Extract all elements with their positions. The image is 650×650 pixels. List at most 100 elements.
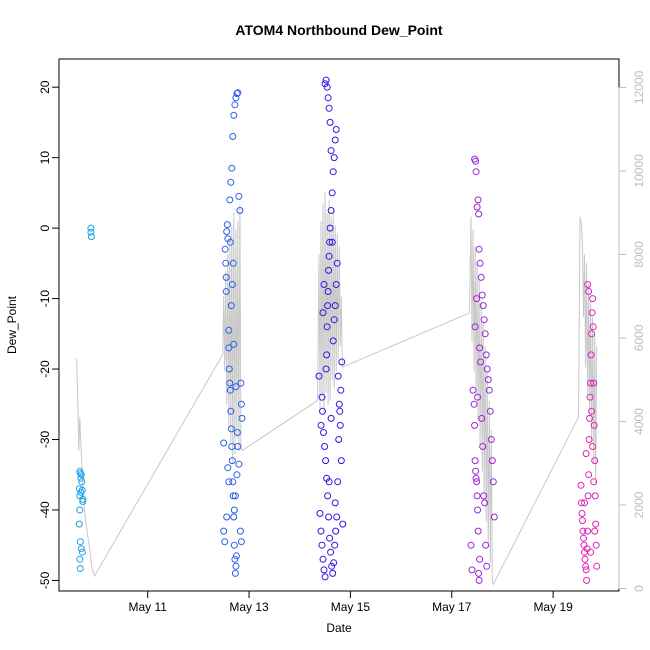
data-point	[334, 478, 342, 486]
data-point	[320, 566, 328, 574]
y-tick-label: 0	[38, 224, 52, 231]
data-point	[472, 168, 480, 176]
data-point	[318, 541, 326, 549]
data-point	[222, 288, 230, 295]
data-point	[480, 492, 488, 500]
data-point	[578, 510, 586, 517]
data-point	[588, 330, 596, 338]
data-point	[229, 133, 237, 140]
data-point	[228, 443, 236, 450]
data-point	[589, 443, 597, 450]
data-point	[587, 548, 595, 556]
data-point	[584, 527, 592, 535]
data-point	[477, 273, 485, 281]
data-point	[225, 365, 233, 373]
data-point	[583, 545, 591, 553]
data-point	[331, 499, 339, 507]
data-point	[473, 492, 481, 500]
data-point	[324, 302, 332, 310]
data-point	[592, 541, 600, 549]
data-point	[316, 510, 324, 517]
data-point	[580, 534, 587, 542]
y-tick-label: -50	[38, 571, 52, 589]
y-tick-label: -10	[38, 290, 52, 308]
data-point	[585, 471, 593, 479]
data-point	[591, 492, 599, 500]
data-point	[233, 471, 241, 479]
data-point	[76, 555, 84, 563]
data-point	[475, 245, 483, 253]
data-point	[584, 492, 592, 500]
data-point	[230, 340, 238, 348]
data-point	[337, 457, 345, 465]
data-point	[228, 457, 236, 465]
data-point	[332, 126, 340, 133]
data-point	[471, 457, 479, 465]
x-tick-label: May 19	[533, 600, 573, 614]
data-point	[320, 281, 328, 288]
data-point	[326, 224, 334, 232]
data-point	[224, 464, 232, 472]
data-point	[326, 238, 334, 246]
data-point	[472, 474, 480, 482]
data-point	[232, 562, 240, 570]
data-point	[223, 513, 231, 521]
data-point	[478, 291, 486, 299]
data-point	[232, 552, 240, 560]
data-point	[226, 379, 234, 387]
data-point	[324, 492, 332, 500]
data-point	[582, 450, 590, 458]
data-point	[590, 379, 598, 387]
data-point	[229, 259, 237, 267]
data-point	[222, 273, 230, 281]
data-point	[233, 90, 241, 97]
data-point	[323, 323, 331, 331]
data-point	[223, 221, 231, 229]
data-point	[338, 358, 346, 366]
data-point	[471, 421, 479, 429]
y-axis: -50 -40 -30 -20 -10 0 10 20	[38, 80, 60, 589]
secondary-y-tick-label: 4000	[632, 408, 646, 435]
data-point	[479, 302, 487, 310]
data-point	[581, 555, 589, 563]
secondary-y-tick-label: 0	[632, 585, 646, 592]
data-point	[325, 104, 333, 112]
data-point	[226, 196, 234, 204]
data-point	[473, 478, 481, 486]
data-point	[328, 238, 336, 246]
data-point	[467, 541, 475, 549]
data-point	[586, 393, 594, 401]
data-point	[591, 527, 599, 535]
data-point	[590, 421, 598, 429]
data-point	[327, 548, 335, 556]
data-point	[484, 376, 492, 384]
data-point	[234, 443, 242, 450]
data-point	[75, 520, 83, 528]
data-point	[321, 443, 329, 450]
data-point	[229, 478, 237, 486]
data-point	[482, 351, 490, 359]
data-point	[76, 565, 84, 572]
data-point	[474, 506, 482, 514]
data-point	[592, 520, 600, 528]
data-point	[330, 559, 338, 567]
data-point	[78, 548, 86, 556]
data-point	[474, 393, 482, 401]
data-point	[322, 365, 330, 373]
data-point	[477, 358, 485, 366]
data-point	[593, 562, 601, 570]
data-point	[333, 259, 341, 267]
data-point	[325, 513, 333, 521]
data-point	[579, 527, 587, 535]
data-point	[331, 302, 339, 310]
data-point	[222, 259, 230, 267]
data-point	[227, 302, 235, 310]
y-tick-label: -30	[38, 431, 52, 449]
data-point	[590, 478, 598, 486]
secondary-y-tick-label: 6000	[632, 324, 646, 351]
data-point	[319, 555, 327, 563]
y-tick-label: 20	[38, 80, 52, 94]
data-point	[472, 467, 480, 475]
data-point	[331, 541, 339, 549]
data-point	[583, 576, 591, 584]
